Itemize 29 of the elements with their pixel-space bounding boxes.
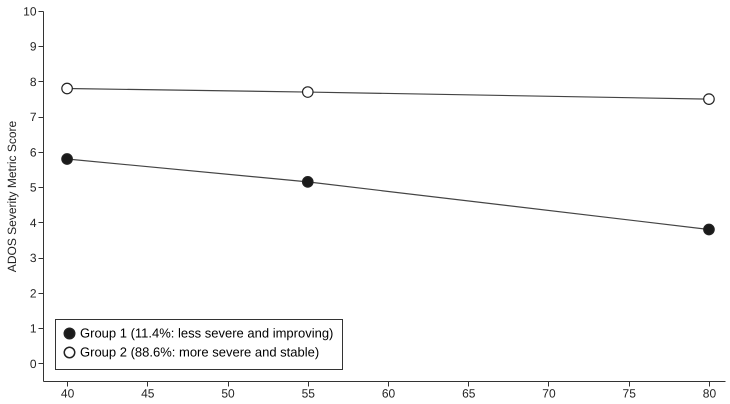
x-tick-label: 45 xyxy=(141,386,155,400)
y-tick-label: 8 xyxy=(30,74,37,89)
y-tick-label: 10 xyxy=(23,4,37,18)
x-tick-label: 80 xyxy=(702,386,716,400)
y-tick-label: 6 xyxy=(30,145,37,160)
point xyxy=(703,93,715,105)
x-tick-label: 55 xyxy=(302,386,316,400)
y-tick-label: 9 xyxy=(30,40,37,54)
y-tick-label: 5 xyxy=(30,180,37,195)
legend-label: Group 2 (88.6%: more severe and stable) xyxy=(80,344,320,360)
x-tick-label: 70 xyxy=(542,386,556,400)
y-tick-label: 0 xyxy=(30,356,37,371)
point xyxy=(302,176,314,188)
y-tick-label: 7 xyxy=(30,110,37,124)
point xyxy=(302,86,314,98)
point xyxy=(61,153,73,165)
x-tick-label: 60 xyxy=(382,386,396,400)
y-axis-title: ADOS Severity Metric Score xyxy=(5,120,20,272)
y-tick-label: 3 xyxy=(30,251,37,266)
y-tick-label: 1 xyxy=(30,322,37,336)
legend-label: Group 1 (11.4%: less severe and improving) xyxy=(80,326,334,340)
point xyxy=(61,82,73,94)
y-tick-label: 2 xyxy=(30,286,37,300)
y-tick-label: 4 xyxy=(30,216,37,230)
x-tick-label: 40 xyxy=(60,386,75,400)
point xyxy=(703,224,715,236)
x-tick-label: 75 xyxy=(622,386,636,400)
x-tick-label: 50 xyxy=(221,386,236,400)
x-tick-label: 65 xyxy=(462,386,476,400)
